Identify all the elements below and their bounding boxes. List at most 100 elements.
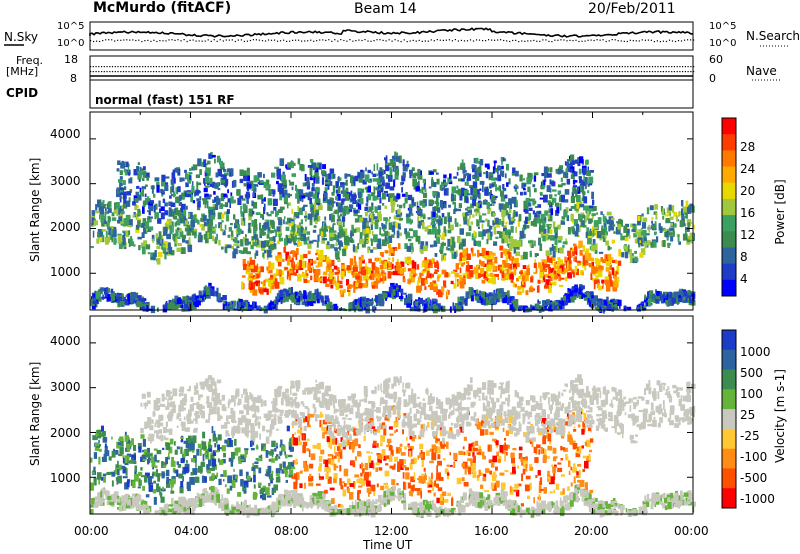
echo-cell <box>245 269 251 275</box>
echo-cell <box>336 267 340 272</box>
echo-cell <box>210 214 215 220</box>
echo-cell <box>316 198 321 203</box>
echo-cell <box>600 211 603 215</box>
echo-cell <box>681 200 684 207</box>
echo-cell <box>234 237 238 244</box>
nave-point <box>111 66 114 68</box>
nsearch-point <box>427 40 429 42</box>
echo-cell <box>569 255 573 258</box>
echo-cell <box>315 176 320 184</box>
echo-cell <box>316 294 320 300</box>
echo-cell <box>339 213 343 217</box>
echo-cell <box>306 231 311 235</box>
echo-cell <box>465 271 468 279</box>
echo-cell <box>563 171 566 176</box>
echo-cell <box>488 203 493 207</box>
echo-cell <box>148 210 151 216</box>
echo-cell <box>297 242 303 246</box>
echo-cell <box>602 281 604 287</box>
echo-cell <box>551 181 556 187</box>
echo-cell <box>605 279 610 286</box>
echo-cell <box>384 159 387 168</box>
echo-cell <box>607 245 611 251</box>
nsearch-point <box>530 40 532 42</box>
echo-cell <box>269 237 274 245</box>
echo-cell <box>469 265 473 269</box>
echo-cell <box>457 281 462 285</box>
nave-point <box>199 66 201 68</box>
echo-cell <box>101 203 107 207</box>
echo-cell <box>505 263 510 268</box>
freq-point <box>413 71 415 73</box>
echo-cell <box>298 231 301 237</box>
echo-cell <box>597 259 601 266</box>
echo-cell <box>270 269 273 274</box>
nsearch-point <box>650 39 652 41</box>
echo-cell <box>619 305 621 309</box>
echo-cell <box>556 299 561 304</box>
nave-point <box>438 66 440 68</box>
echo-cell <box>462 166 466 174</box>
echo-cell <box>377 274 380 281</box>
freq-point <box>449 71 451 73</box>
echo-cell <box>421 270 426 274</box>
nsearch-point <box>644 39 646 41</box>
echo-cell <box>451 271 455 274</box>
echo-cell <box>177 242 182 247</box>
echo-cell <box>125 169 131 176</box>
echo-cell <box>548 208 552 214</box>
echo-cell <box>373 216 378 219</box>
echo-cell <box>353 267 358 272</box>
echo-cell <box>123 168 127 173</box>
echo-cell <box>412 174 417 179</box>
echo-cell <box>209 177 213 184</box>
echo-cell <box>445 272 449 278</box>
echo-cell <box>516 291 522 295</box>
echo-cell <box>501 278 505 281</box>
echo-cell <box>346 173 351 177</box>
echo-cell <box>281 270 284 276</box>
nsearch-point <box>590 39 592 41</box>
echo-cell <box>231 199 236 204</box>
echo-cell <box>248 213 252 221</box>
echo-cell <box>355 275 360 280</box>
echo-cell <box>176 227 180 231</box>
echo-cell <box>293 212 299 216</box>
echo-cell <box>610 257 613 263</box>
echo-cell <box>136 185 140 189</box>
echo-cell <box>423 245 428 251</box>
echo-cell <box>194 303 199 308</box>
echo-cell <box>477 166 480 170</box>
echo-cell <box>428 186 432 189</box>
echo-cell <box>287 162 292 167</box>
echo-cell <box>161 181 166 187</box>
echo-cell <box>329 233 334 242</box>
freq-point <box>693 71 695 73</box>
echo-cell <box>383 225 386 232</box>
freq-point <box>158 71 160 73</box>
echo-cell <box>609 247 612 250</box>
echo-cell <box>545 279 551 286</box>
nave-point <box>347 66 349 68</box>
echo-cell <box>402 276 405 280</box>
nave-point <box>619 66 621 68</box>
echo-cell <box>130 177 133 180</box>
echo-cell <box>317 278 322 282</box>
echo-cell <box>365 303 369 307</box>
echo-cell <box>282 290 285 296</box>
echo-cell <box>97 229 103 237</box>
echo-cell <box>548 268 553 275</box>
nave-point <box>517 66 519 68</box>
echo-cell <box>423 183 426 190</box>
echo-cell <box>317 234 320 242</box>
echo-cell <box>399 263 402 271</box>
echo-cell <box>561 300 565 306</box>
echo-cell <box>227 234 231 238</box>
echo-cell <box>291 298 296 303</box>
nave-point <box>556 66 558 68</box>
echo-cell <box>91 210 96 216</box>
echo-cell <box>384 157 388 161</box>
echo-cell <box>153 193 156 198</box>
nsearch-point <box>463 40 466 42</box>
echo-cell <box>459 224 461 227</box>
